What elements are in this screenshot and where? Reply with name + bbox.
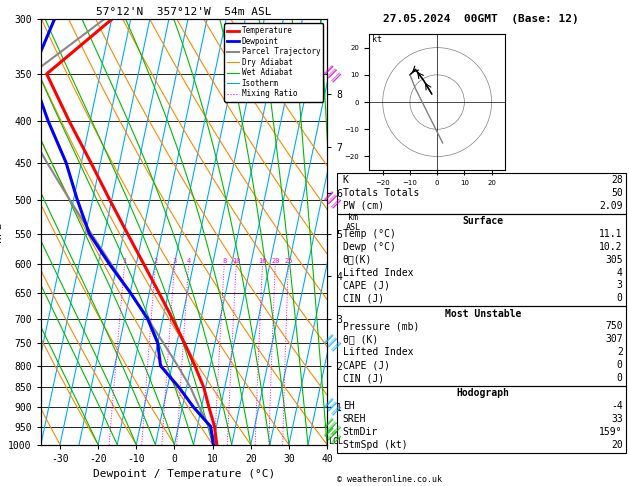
Text: 50: 50 [611,188,623,198]
Text: kt: kt [372,35,382,44]
Text: 1: 1 [123,258,126,264]
X-axis label: Dewpoint / Temperature (°C): Dewpoint / Temperature (°C) [93,469,275,479]
Text: Totals Totals: Totals Totals [343,188,419,198]
Text: 20: 20 [611,440,623,450]
Text: EH: EH [343,401,355,411]
Text: Temp (°C): Temp (°C) [343,229,396,239]
Text: 3: 3 [617,280,623,291]
Text: Surface: Surface [462,216,503,226]
Text: 3: 3 [172,258,177,264]
Text: CIN (J): CIN (J) [343,373,384,383]
Text: CIN (J): CIN (J) [343,294,384,303]
Text: θᴄ (K): θᴄ (K) [343,334,378,345]
Text: ║║║: ║║║ [321,425,342,446]
Text: K: K [343,175,348,185]
Text: ║║║: ║║║ [321,397,342,418]
Text: 2: 2 [153,258,158,264]
Text: 305: 305 [605,255,623,265]
Text: PW (cm): PW (cm) [343,201,384,211]
Text: θᴄ(K): θᴄ(K) [343,255,372,265]
Text: 27.05.2024  00GMT  (Base: 12): 27.05.2024 00GMT (Base: 12) [383,14,579,24]
Text: 307: 307 [605,334,623,345]
Text: StmDir: StmDir [343,427,378,437]
Text: 11.1: 11.1 [599,229,623,239]
Text: Most Unstable: Most Unstable [445,309,521,319]
Text: 8: 8 [222,258,226,264]
Text: 0: 0 [617,294,623,303]
Text: ║║║: ║║║ [321,416,342,437]
Legend: Temperature, Dewpoint, Parcel Trajectory, Dry Adiabat, Wet Adiabat, Isotherm, Mi: Temperature, Dewpoint, Parcel Trajectory… [224,23,323,102]
Text: 2.09: 2.09 [599,201,623,211]
Text: Lifted Index: Lifted Index [343,347,413,357]
Text: 10.2: 10.2 [599,242,623,252]
Text: -4: -4 [611,401,623,411]
Text: 159°: 159° [599,427,623,437]
Y-axis label: km
ASL: km ASL [345,213,360,232]
Text: ║║║: ║║║ [321,64,342,84]
Text: 750: 750 [605,322,623,331]
Text: StmSpd (kt): StmSpd (kt) [343,440,408,450]
Y-axis label: hPa: hPa [0,222,3,242]
Text: ║║║: ║║║ [321,190,342,210]
Text: 0: 0 [617,360,623,370]
Text: CAPE (J): CAPE (J) [343,360,390,370]
Text: 4: 4 [617,267,623,278]
Text: 16: 16 [259,258,267,264]
Text: Hodograph: Hodograph [456,388,509,399]
Text: © weatheronline.co.uk: © weatheronline.co.uk [337,474,442,484]
Title: 57°12'N  357°12'W  54m ASL: 57°12'N 357°12'W 54m ASL [96,7,272,17]
Text: 2: 2 [617,347,623,357]
Text: 0: 0 [617,373,623,383]
Text: 4: 4 [187,258,191,264]
Text: CAPE (J): CAPE (J) [343,280,390,291]
Text: LCL: LCL [328,436,343,446]
Text: Lifted Index: Lifted Index [343,267,413,278]
Text: 25: 25 [284,258,292,264]
Text: Dewp (°C): Dewp (°C) [343,242,396,252]
Text: 10: 10 [232,258,240,264]
Text: 33: 33 [611,414,623,424]
Text: 28: 28 [611,175,623,185]
Text: ║║║: ║║║ [321,332,342,353]
Text: Pressure (mb): Pressure (mb) [343,322,419,331]
Text: SREH: SREH [343,414,366,424]
Text: 20: 20 [271,258,279,264]
